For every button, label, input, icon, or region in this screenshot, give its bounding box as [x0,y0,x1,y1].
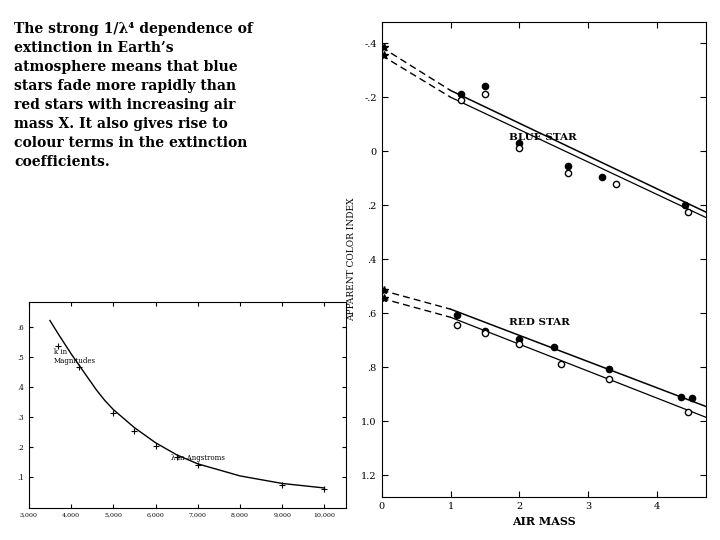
Text: The strong 1/λ⁴ dependence of
extinction in Earth’s
atmosphere means that blue
s: The strong 1/λ⁴ dependence of extinction… [14,22,253,169]
X-axis label: AIR MASS: AIR MASS [512,516,575,527]
Y-axis label: APPARENT COLOR INDEX: APPARENT COLOR INDEX [346,198,356,321]
Text: RED STAR: RED STAR [509,318,570,327]
Text: BLUE STAR: BLUE STAR [509,133,577,142]
Text: λ in Angstroms: λ in Angstroms [171,455,225,462]
Text: k in
Magnitudes: k in Magnitudes [54,348,96,364]
